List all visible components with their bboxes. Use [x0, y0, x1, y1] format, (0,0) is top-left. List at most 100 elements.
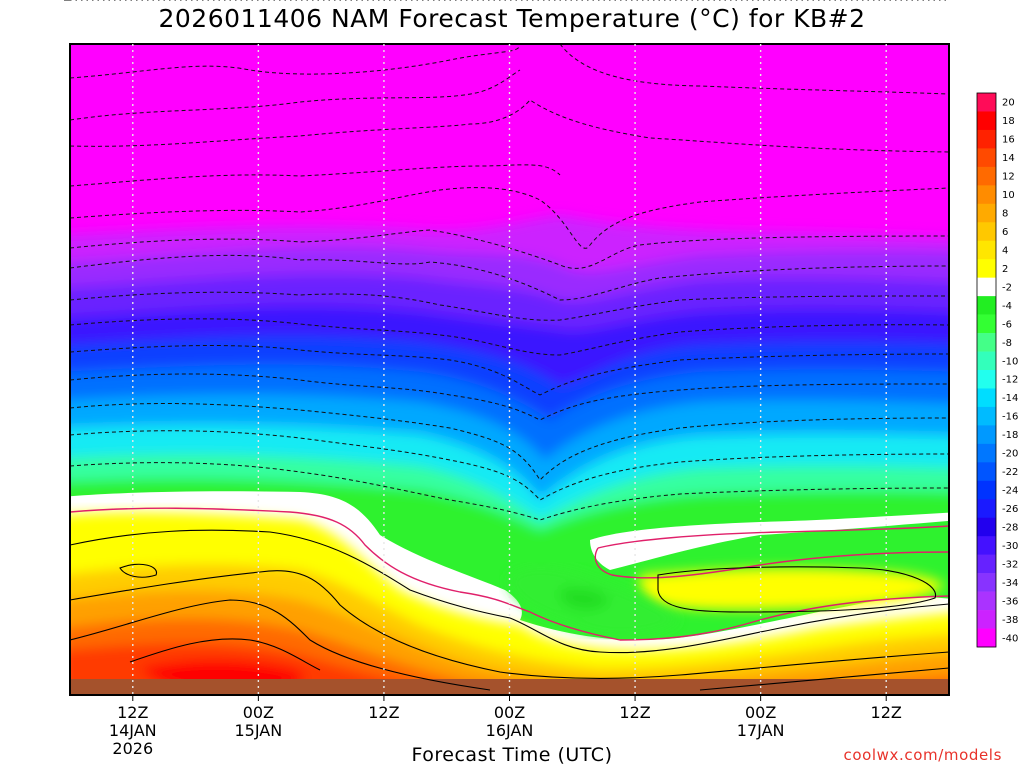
- y-tick-label: 300: [30, 0, 62, 5]
- isotherm-label: -30: [442, 0, 462, 3]
- colorbar-label: -18: [1002, 430, 1018, 441]
- isotherm-label: -10: [740, 0, 760, 3]
- y-tick-label: 1000: [19, 0, 62, 5]
- colorbar-label: -36: [1002, 596, 1018, 607]
- colorbar-label: -40: [1002, 633, 1018, 644]
- isotherm-label: 2: [621, 0, 629, 3]
- colorbar-swatch: [977, 185, 996, 205]
- y-tick-label: 700: [30, 0, 62, 5]
- colorbar-swatch: [977, 314, 996, 334]
- isotherm-label: -30: [139, 0, 159, 3]
- isotherm-label: 6: [323, 0, 331, 3]
- y-tick-label: 450: [30, 0, 62, 5]
- isotherm-label: 2: [835, 0, 843, 3]
- isotherm-label: -58: [128, 0, 148, 3]
- colorbar-label: -32: [1002, 559, 1018, 570]
- colorbar-swatch: [977, 536, 996, 555]
- isotherm-label: 2: [757, 0, 765, 3]
- isotherm-label: -6: [776, 0, 788, 3]
- y-tick-label: 350: [30, 0, 62, 5]
- y-axis: 2503003504004505005506006507007508008509…: [19, 0, 70, 5]
- x-tick-label: 17JAN: [737, 721, 785, 740]
- isotherm-label: -14: [458, 0, 478, 3]
- y-tick-label: 550: [30, 0, 62, 5]
- y-tick-label: 900: [30, 0, 62, 5]
- y-tick-label: 600: [30, 0, 62, 5]
- isotherm-label: -42: [474, 0, 494, 3]
- colorbar-swatch: [977, 388, 996, 408]
- isotherm-label: -46: [84, 0, 104, 3]
- isotherm-label: 10: [219, 0, 234, 3]
- colorbar-label: 4: [1002, 245, 1008, 256]
- x-tick-label: 2026: [112, 739, 153, 758]
- colorbar-swatch: [977, 406, 996, 426]
- colorbar-label: -34: [1002, 578, 1018, 589]
- colorbar-swatch: [977, 610, 996, 629]
- colorbar-swatch: [977, 517, 996, 537]
- colorbar-label: 6: [1002, 227, 1008, 238]
- isotherm-label: -14: [125, 0, 145, 3]
- x-axis-label: Forecast Time (UTC): [411, 744, 613, 766]
- colorbar-label: -2: [1002, 282, 1012, 293]
- isotherm-label: 2: [621, 0, 629, 3]
- colorbar-label: -8: [1002, 338, 1012, 349]
- colorbar-label: 14: [1002, 153, 1015, 164]
- isotherm-label: -38: [181, 0, 201, 3]
- colorbar-swatch: [977, 277, 996, 297]
- isotherm-label: -18: [97, 0, 117, 3]
- colorbar-label: -6: [1002, 319, 1012, 330]
- colorbar-label: -26: [1002, 504, 1018, 515]
- isotherm-label: 2: [725, 0, 733, 3]
- colorbar-label: -16: [1002, 412, 1018, 423]
- colorbar-label: -4: [1002, 301, 1012, 312]
- isotherm-label: -42: [228, 0, 248, 3]
- source-credit: coolwx.com/models: [843, 746, 1002, 764]
- gridlines: [70, 0, 949, 695]
- isotherm-label: 2: [338, 0, 346, 3]
- isotherm-labels: -58-50-46-50-46-42-42-46-42-38-38-34-34-…: [84, 0, 843, 3]
- y-tick-label: 500: [30, 0, 62, 5]
- y-tick-label: 400: [30, 0, 62, 5]
- isotherm-label: -34: [808, 0, 828, 3]
- colorbar-label: -22: [1002, 467, 1018, 478]
- colorbar-label: 20: [1002, 98, 1015, 109]
- colorbar-swatch: [977, 462, 996, 482]
- colorbar-label: -38: [1002, 615, 1018, 626]
- isotherm-label: 6: [621, 0, 629, 3]
- y-tick-label: 750: [30, 0, 62, 5]
- colorbar-swatch: [977, 628, 996, 648]
- isotherm-label: -10: [97, 0, 117, 3]
- isotherm-label: 2: [349, 0, 357, 3]
- colorbar-label: -30: [1002, 541, 1018, 552]
- y-tick-label: 850: [30, 0, 62, 5]
- colorbar-frame: [976, 92, 997, 648]
- isotherm-label: -38: [395, 0, 415, 3]
- colorbar-label: 10: [1002, 190, 1015, 201]
- colorbar-swatch: [977, 425, 996, 445]
- x-tick-label: 12Z: [871, 703, 902, 722]
- isotherm-label: -46: [646, 0, 666, 3]
- x-tick-label: 14JAN: [109, 721, 157, 740]
- colorbar-swatch: [977, 554, 996, 574]
- isotherm-label: -46: [343, 0, 363, 3]
- colorbar-swatch: [977, 166, 996, 186]
- isotherm-label: -26: [468, 0, 488, 3]
- colorbar-label: 16: [1002, 135, 1015, 146]
- x-tick-label: 00Z: [243, 703, 274, 722]
- isotherm-label: -42: [678, 0, 698, 3]
- colorbar-label: -10: [1002, 356, 1018, 367]
- colorbar-swatch: [977, 240, 996, 260]
- colorbar-swatch: [977, 148, 996, 168]
- colorbar-swatch: [977, 443, 996, 463]
- isotherm-label: -10: [453, 0, 473, 3]
- colorbar: 20 18 16 14 12 10 8 6 4 2 -2 -4 -6 -8 -10 -12 -14 -16 -18 -…: [976, 92, 1018, 648]
- isotherm-label: -22: [149, 0, 169, 3]
- colorbar-label: 8: [1002, 209, 1008, 220]
- colorbar-label: 18: [1002, 116, 1015, 127]
- colorbar-swatch: [977, 259, 996, 278]
- colorbar-swatch: [977, 573, 996, 592]
- y-tick-label: 650: [30, 0, 62, 5]
- y-tick-label: 800: [30, 0, 62, 5]
